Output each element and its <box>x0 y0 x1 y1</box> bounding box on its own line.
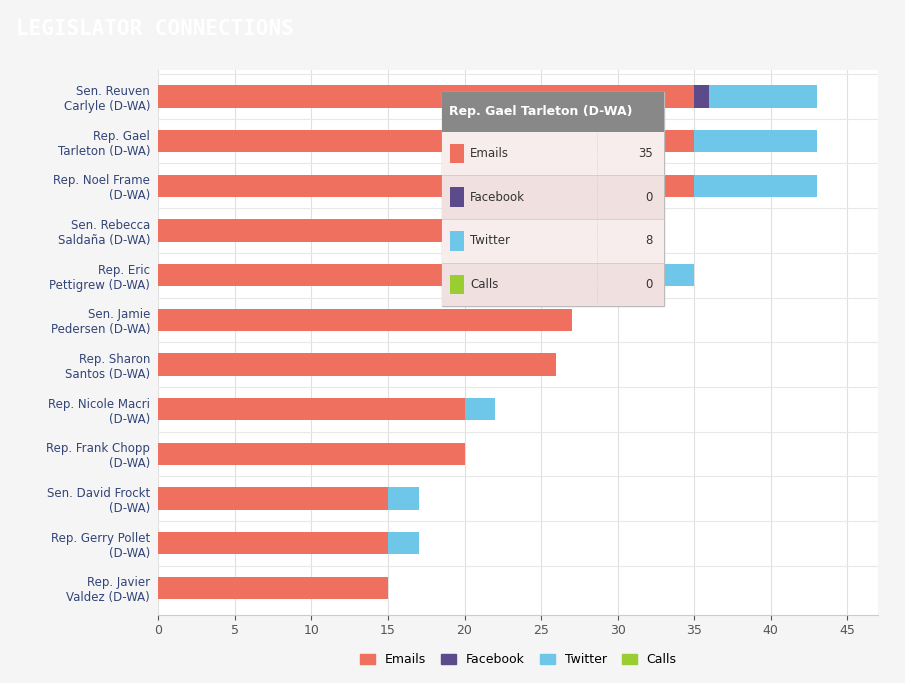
FancyBboxPatch shape <box>442 92 663 132</box>
Bar <box>158 130 694 152</box>
Text: 8: 8 <box>645 234 653 247</box>
FancyBboxPatch shape <box>442 92 663 307</box>
FancyBboxPatch shape <box>442 132 663 176</box>
Text: Facebook: Facebook <box>471 191 525 204</box>
Bar <box>694 130 816 152</box>
FancyBboxPatch shape <box>450 143 464 163</box>
Bar <box>388 532 419 555</box>
Bar <box>158 443 464 465</box>
Bar <box>158 264 663 286</box>
Bar <box>694 85 710 108</box>
FancyBboxPatch shape <box>442 176 663 219</box>
Bar <box>158 532 388 555</box>
FancyBboxPatch shape <box>450 231 464 251</box>
Bar <box>388 488 419 510</box>
Bar <box>694 175 816 197</box>
Bar <box>158 85 694 108</box>
Bar <box>663 264 694 286</box>
Text: 0: 0 <box>645 191 653 204</box>
Bar <box>464 398 495 420</box>
Bar <box>158 353 557 376</box>
Bar <box>710 85 816 108</box>
Bar <box>158 576 388 599</box>
FancyBboxPatch shape <box>442 219 663 263</box>
FancyBboxPatch shape <box>450 187 464 207</box>
Bar <box>158 488 388 510</box>
Legend: Emails, Facebook, Twitter, Calls: Emails, Facebook, Twitter, Calls <box>355 648 681 671</box>
Bar <box>158 309 572 331</box>
Text: Emails: Emails <box>471 147 510 160</box>
Bar <box>158 175 694 197</box>
Text: Calls: Calls <box>471 278 499 291</box>
FancyBboxPatch shape <box>450 275 464 294</box>
FancyBboxPatch shape <box>442 263 663 307</box>
Text: Rep. Gael Tarleton (D-WA): Rep. Gael Tarleton (D-WA) <box>449 105 633 118</box>
Bar <box>158 219 663 242</box>
Text: Twitter: Twitter <box>471 234 510 247</box>
Text: 35: 35 <box>638 147 653 160</box>
Bar <box>158 398 464 420</box>
Text: LEGISLATOR CONNECTIONS: LEGISLATOR CONNECTIONS <box>16 19 294 39</box>
Text: 0: 0 <box>645 278 653 291</box>
